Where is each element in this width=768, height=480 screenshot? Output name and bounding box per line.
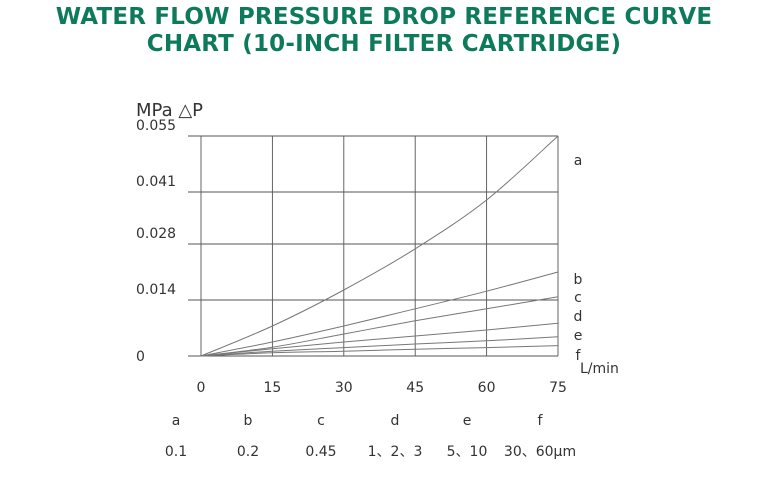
x-axis-label: L/min	[580, 361, 619, 377]
legend-rating-a: 0.1	[165, 444, 187, 460]
series-label-f: f	[576, 348, 582, 364]
chart-title-line-1: WATER FLOW PRESSURE DROP REFERENCE CURVE	[55, 4, 713, 30]
curve-e	[200, 336, 559, 357]
x-tick-label: 60	[478, 380, 496, 396]
grid	[188, 135, 559, 357]
legend-rating-d: 1、2、3	[368, 444, 423, 460]
y-tick-label: 0.028	[136, 226, 176, 242]
curves	[200, 135, 559, 357]
ticks: 0 15 30 45 60 75 0 0.014 0.028 0.041 0.055	[136, 118, 567, 396]
legend-rating-c: 0.45	[305, 444, 336, 460]
y-tick-label: 0.041	[136, 174, 176, 190]
legend-letter-e: e	[463, 413, 472, 429]
legend-rating-b: 0.2	[237, 444, 259, 460]
series-label-c: c	[574, 290, 582, 306]
y-axis-label: MPa △P	[136, 100, 203, 121]
x-tick-label: 0	[197, 380, 206, 396]
series-label-b: b	[574, 272, 583, 288]
chart-title-line-2: CHART (10-INCH FILTER CARTRIDGE)	[146, 31, 622, 57]
legend-letter-d: d	[391, 413, 400, 429]
x-tick-label: 30	[335, 380, 353, 396]
x-tick-label: 45	[406, 380, 424, 396]
series-label-e: e	[574, 328, 583, 344]
curve-c	[200, 296, 559, 357]
legend-letter-b: b	[244, 413, 253, 429]
curve-a	[200, 135, 559, 357]
x-tick-label: 75	[549, 380, 567, 396]
legend-rating-f: 30、60μm	[504, 444, 576, 460]
curve-d	[200, 322, 559, 357]
curve-b	[200, 271, 559, 357]
legend-table: a b c d e f 0.1 0.2 0.45 1、2、3 5、10 30、60μm	[165, 413, 576, 460]
legend-rating-e: 5、10	[447, 444, 488, 460]
y-tick-label: 0.055	[136, 118, 176, 134]
x-tick-label: 15	[263, 380, 281, 396]
legend-letter-a: a	[172, 413, 181, 429]
series-label-a: a	[574, 153, 583, 169]
chart-title: WATER FLOW PRESSURE DROP REFERENCE CURVE…	[0, 4, 768, 58]
series-label-d: d	[574, 309, 583, 325]
y-tick-label: 0.014	[136, 282, 176, 298]
y-tick-label: 0	[136, 349, 145, 365]
legend-letter-c: c	[317, 413, 325, 429]
legend-letter-f: f	[538, 413, 544, 429]
curve-f	[200, 345, 559, 357]
